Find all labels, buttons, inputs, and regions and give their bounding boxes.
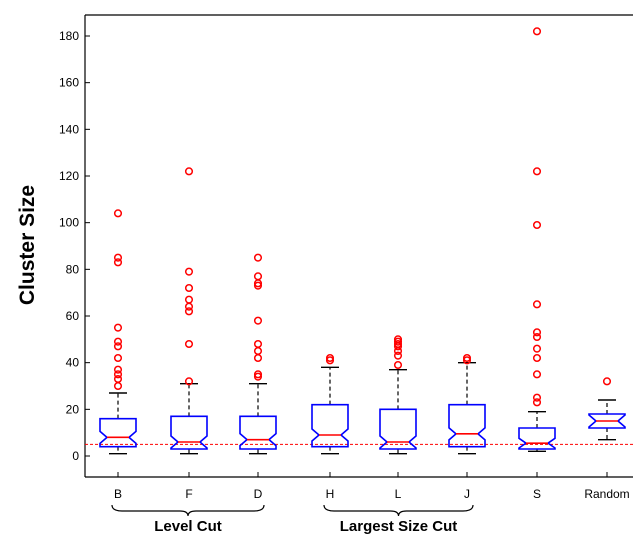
outlier-point (184, 267, 194, 276)
outlier-point (184, 302, 194, 311)
outlier-point (532, 398, 542, 407)
outlier-point (184, 377, 194, 386)
box-b (99, 209, 137, 455)
box-notched (311, 403, 349, 448)
outlier-point (393, 351, 403, 360)
outlier-point (393, 342, 403, 351)
y-tick-label: 120 (59, 169, 79, 183)
outlier-point (393, 346, 403, 356)
axes: 0 20 40 60 80 100 120 140 160 180 (59, 14, 633, 478)
outlier-point (184, 167, 194, 176)
group-braces: Level Cut Largest Size Cut (111, 504, 474, 535)
boxes-layer (99, 27, 626, 455)
outlier-point (532, 220, 542, 230)
x-tick-label: L (395, 487, 402, 501)
outlier-point (602, 377, 612, 386)
box-notched (588, 413, 626, 429)
outlier-point (113, 381, 123, 391)
outlier-point (184, 339, 194, 349)
outlier-point (532, 167, 542, 176)
outlier-point (532, 332, 542, 342)
y-tick-label: 40 (66, 356, 80, 370)
outlier-point (113, 353, 123, 363)
box-random (588, 377, 626, 441)
group-label: Level Cut (154, 518, 222, 535)
x-tick-labels: B F D H L J S Random (114, 472, 630, 501)
box-j (448, 353, 486, 455)
x-tick-label: D (254, 487, 263, 501)
y-tick-label: 0 (72, 449, 79, 463)
outlier-point (532, 393, 542, 402)
box-notched (99, 417, 137, 448)
outlier-point (532, 328, 542, 337)
x-tick-label: Random (584, 487, 629, 501)
box-notched (518, 427, 556, 450)
x-tick-label: F (185, 487, 192, 501)
box-notched (239, 415, 277, 450)
y-tick-label: 60 (66, 309, 80, 323)
outlier-point (113, 365, 123, 374)
outlier-point (113, 323, 123, 332)
outlier-point (113, 342, 123, 351)
outlier-point (253, 316, 263, 325)
outlier-point (253, 272, 263, 281)
x-tick-label: H (326, 487, 335, 501)
y-tick-label: 100 (59, 216, 79, 230)
y-axis-label: Cluster Size (16, 185, 39, 305)
box-s (518, 27, 556, 453)
outlier-point (253, 346, 263, 356)
outlier-point (184, 283, 194, 293)
outlier-point (184, 295, 194, 304)
y-tick-label: 180 (59, 29, 79, 43)
box-f (170, 167, 208, 455)
box-d (239, 253, 277, 455)
y-tick-label: 140 (59, 122, 79, 136)
outlier-point (113, 258, 123, 267)
outlier-point (253, 339, 263, 349)
outlier-point (253, 372, 263, 381)
outlier-point (113, 374, 123, 384)
outlier-point (532, 370, 542, 379)
outlier-point (393, 360, 403, 370)
box-notched (170, 415, 208, 450)
outlier-point (253, 281, 263, 290)
outlier-point (113, 337, 123, 346)
group-brace (111, 504, 265, 517)
y-tick-label: 80 (66, 262, 80, 276)
outlier-point (532, 344, 542, 353)
y-tick-label: 160 (59, 76, 79, 90)
outlier-point (253, 253, 263, 262)
box-h (311, 353, 349, 455)
outlier-point (184, 307, 194, 316)
outlier-point (113, 370, 123, 379)
x-tick-label: S (533, 487, 541, 501)
x-tick-label: J (464, 487, 470, 501)
outlier-point (325, 356, 335, 365)
outlier-point (113, 253, 123, 262)
outlier-point (113, 209, 123, 218)
x-tick-label: B (114, 487, 122, 501)
y-tick-label: 20 (66, 402, 80, 416)
outlier-point (253, 353, 263, 363)
outlier-point (532, 300, 542, 309)
outlier-point (532, 353, 542, 363)
box-notched (448, 403, 486, 448)
group-brace (323, 504, 474, 517)
outlier-point (462, 356, 472, 365)
outlier-point (532, 27, 542, 36)
group-label: Largest Size Cut (340, 518, 458, 535)
box-l (379, 335, 417, 455)
box-notched (379, 408, 417, 450)
